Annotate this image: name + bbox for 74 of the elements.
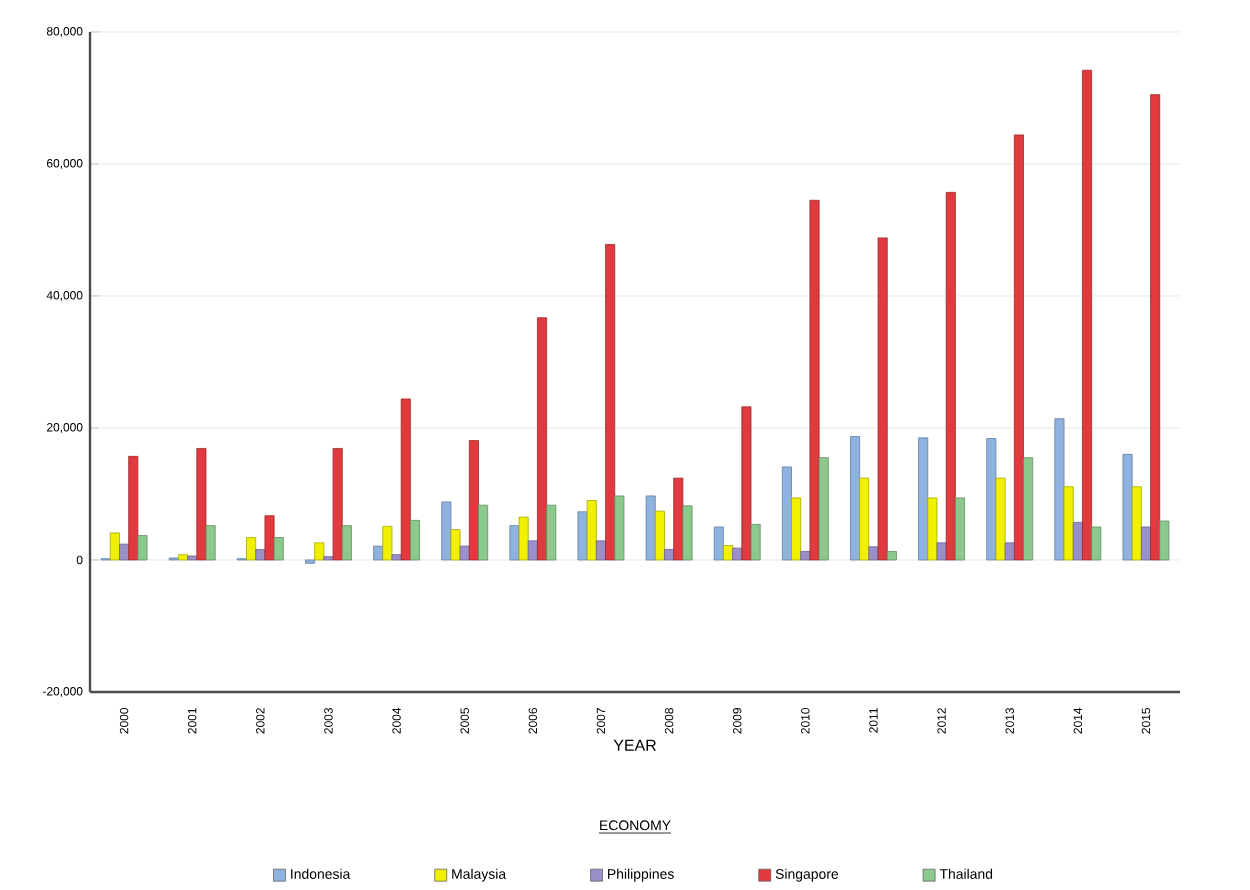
bar (682, 505, 693, 561)
bar (750, 524, 761, 561)
bar (791, 497, 802, 561)
bar (741, 406, 752, 561)
bar (1131, 486, 1142, 561)
bar (781, 466, 792, 561)
bar (1063, 486, 1074, 561)
bar (645, 495, 656, 561)
bar (255, 549, 266, 561)
bar (577, 511, 588, 561)
bar (527, 540, 538, 561)
bar (614, 495, 625, 561)
bar (273, 537, 284, 561)
bar (800, 551, 811, 561)
bar (986, 438, 997, 561)
bar (450, 529, 461, 561)
bar (537, 317, 548, 561)
bar (877, 237, 888, 561)
bar (605, 244, 616, 561)
bar (809, 200, 820, 561)
bar (341, 525, 352, 561)
bar (1122, 454, 1133, 561)
bar (1072, 522, 1083, 561)
bar (954, 497, 965, 561)
bar (818, 457, 829, 561)
bar (546, 504, 557, 561)
bar (246, 537, 257, 561)
bar (264, 515, 275, 561)
bar (196, 448, 207, 561)
bar (1054, 418, 1065, 561)
bar (400, 398, 411, 561)
bar (595, 540, 606, 561)
bar (713, 526, 724, 561)
bar (1004, 542, 1015, 561)
bar (518, 516, 529, 561)
bar (886, 551, 897, 561)
bar (178, 554, 188, 561)
bar (1023, 457, 1034, 561)
bar (314, 542, 325, 561)
bar (945, 192, 956, 561)
bar (205, 525, 216, 561)
bar (995, 477, 1006, 561)
bar (1082, 69, 1093, 561)
bar (868, 546, 879, 561)
bar (918, 437, 929, 561)
bar (1091, 526, 1102, 561)
bar (927, 497, 938, 561)
bar (128, 456, 139, 561)
bar (509, 525, 520, 561)
bar (936, 542, 947, 561)
bar (468, 440, 479, 561)
bar (850, 436, 861, 561)
bar (1150, 94, 1161, 561)
bar (732, 547, 743, 561)
bar (723, 545, 733, 561)
bar (859, 477, 870, 561)
bar (664, 549, 675, 561)
bar (137, 535, 148, 561)
bar (459, 545, 470, 561)
bar (109, 532, 120, 561)
bar (382, 526, 393, 561)
bar (1140, 526, 1151, 561)
bar (373, 545, 384, 561)
bar (1159, 520, 1170, 561)
bar (332, 448, 343, 561)
bar (1013, 134, 1024, 561)
bar (391, 554, 402, 561)
bar (119, 543, 130, 561)
bar (409, 520, 420, 561)
bar (441, 501, 452, 561)
bar (478, 504, 489, 561)
bar (673, 477, 684, 561)
bar (586, 500, 597, 561)
bar (654, 510, 665, 561)
